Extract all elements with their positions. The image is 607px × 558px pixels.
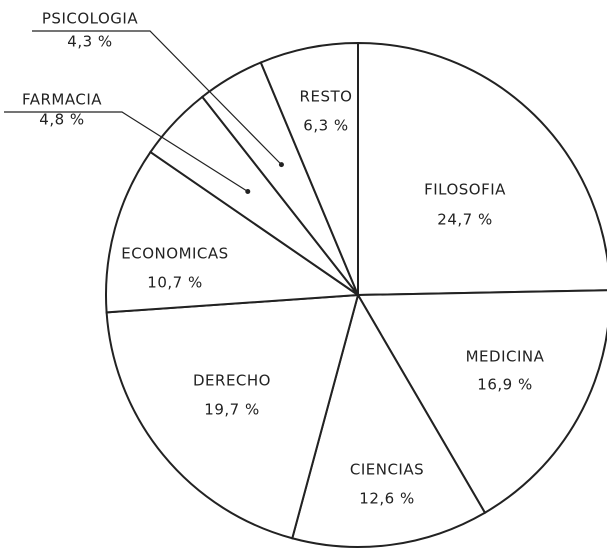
value-label: 4,3 % <box>67 33 112 51</box>
value-label: 19,7 % <box>204 401 259 419</box>
slice-label: PSICOLOGIA <box>42 10 138 28</box>
pie-slice <box>105 150 361 314</box>
leader-dot <box>245 188 251 194</box>
pie-slice <box>259 41 359 296</box>
leader-line <box>4 111 249 193</box>
pie-slice <box>356 289 607 515</box>
value-label: 10,7 % <box>147 274 202 292</box>
slice-label: MEDICINA <box>466 348 545 366</box>
slice-label: FARMACIA <box>22 91 102 109</box>
pie-slice <box>357 41 607 297</box>
value-label: 16,9 % <box>477 376 532 394</box>
value-label: 24,7 % <box>437 211 492 229</box>
leader-dot <box>278 162 284 168</box>
slice-label: DERECHO <box>193 372 271 390</box>
leader-line <box>32 30 282 166</box>
slice-label: FILOSOFIA <box>424 181 506 199</box>
value-label: 6,3 % <box>303 117 348 135</box>
slice-label: RESTO <box>300 88 353 106</box>
value-label: 12,6 % <box>359 490 414 508</box>
value-label: 4,8 % <box>39 111 84 129</box>
pie-slice <box>291 292 487 548</box>
slice-label: CIENCIAS <box>350 461 424 479</box>
pie-slice <box>105 293 360 540</box>
slice-label: ECONOMICAS <box>121 245 228 263</box>
